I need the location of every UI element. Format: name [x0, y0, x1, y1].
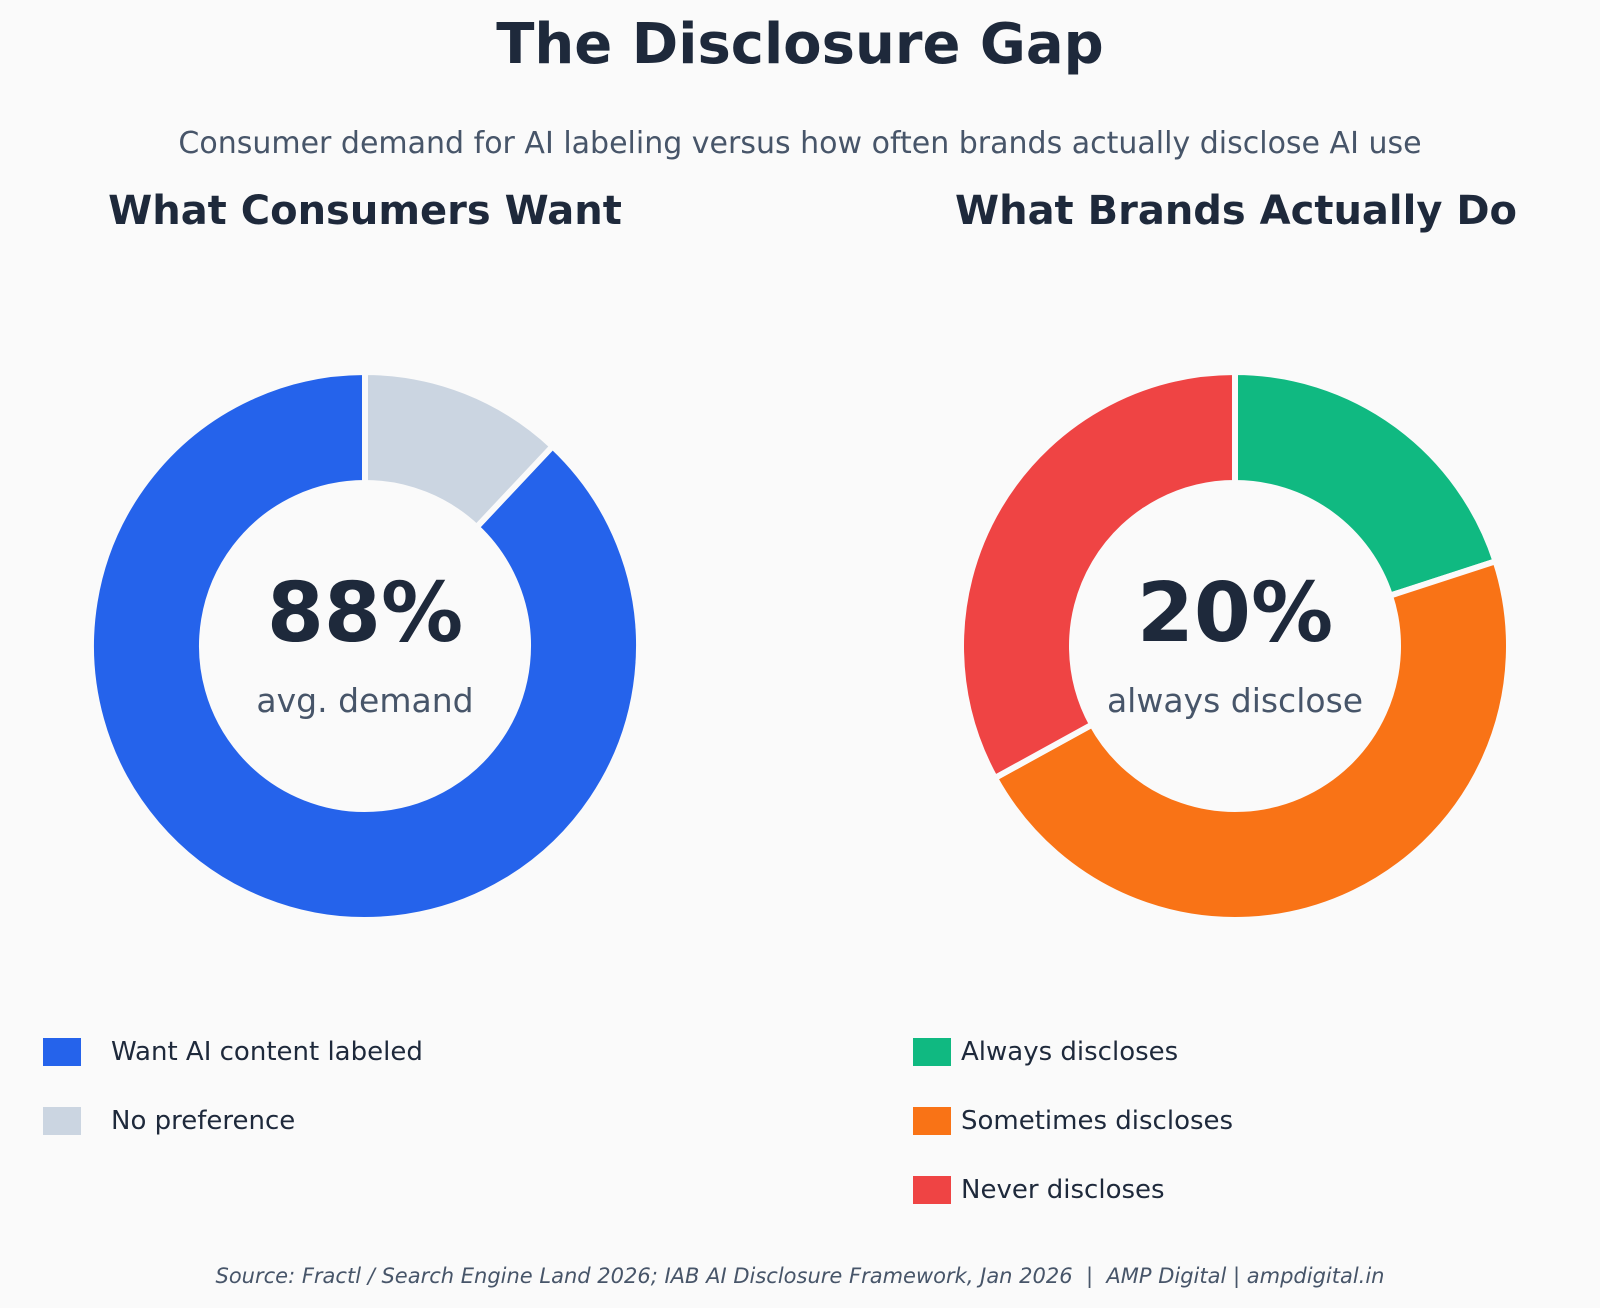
legend-swatch: [913, 1038, 951, 1066]
donut-slice-always-discloses: [1232, 368, 1500, 600]
legend-label: No preference: [111, 1106, 296, 1136]
right-panel-title: What Brands Actually Do: [954, 188, 1518, 234]
donut-slice-sometimes-discloses: [990, 557, 1512, 923]
legend-label: Want AI content labeled: [111, 1037, 423, 1067]
legend-swatch: [913, 1176, 951, 1204]
donut-right: [958, 368, 1512, 923]
donut-slice-no-preference: [362, 368, 557, 532]
legend-item: Want AI content labeled: [43, 1037, 423, 1067]
donut-slice-want-ai-content-labeled: [88, 368, 642, 923]
legend-item: Sometimes discloses: [913, 1106, 1233, 1136]
source-note: Source: Fractl / Search Engine Land 2026…: [215, 1264, 1385, 1288]
legend-item: No preference: [43, 1106, 295, 1136]
legend-swatch: [43, 1038, 81, 1066]
legend-label: Sometimes discloses: [961, 1106, 1234, 1136]
legend-item: Never discloses: [913, 1175, 1165, 1205]
left-panel-title: What Consumers Want: [108, 188, 622, 234]
chart-subtitle: Consumer demand for AI labeling versus h…: [178, 126, 1422, 161]
right-center-label: always disclose: [1107, 681, 1363, 720]
legend-label: Never discloses: [961, 1175, 1165, 1205]
donut-left: [88, 368, 642, 923]
legend-label: Always discloses: [961, 1037, 1179, 1067]
donut-slice-never-discloses: [958, 368, 1238, 783]
left-center-value: 88%: [267, 566, 463, 661]
legend-item: Always discloses: [913, 1037, 1178, 1067]
legend-swatch: [913, 1107, 951, 1135]
legend-swatch: [43, 1107, 81, 1135]
chart-title: The Disclosure Gap: [496, 12, 1104, 77]
right-center-value: 20%: [1137, 566, 1333, 661]
left-center-label: avg. demand: [256, 681, 473, 720]
